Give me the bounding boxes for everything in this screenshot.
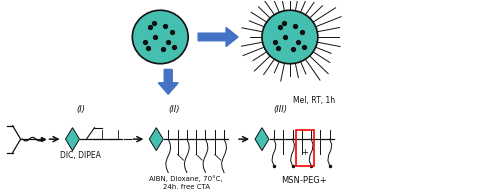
Polygon shape <box>66 128 80 151</box>
Ellipse shape <box>132 10 188 64</box>
FancyArrow shape <box>198 27 238 46</box>
Polygon shape <box>150 128 163 151</box>
FancyArrow shape <box>158 69 178 94</box>
Text: (II): (II) <box>168 105 180 114</box>
Bar <box>296 130 314 166</box>
Text: AIBN, Dioxane, 70°C,
24h, free CTA: AIBN, Dioxane, 70°C, 24h, free CTA <box>150 176 223 189</box>
Text: (I): (I) <box>76 105 85 114</box>
Text: (III): (III) <box>273 105 287 114</box>
Text: MSN-PEG+: MSN-PEG+ <box>281 176 326 185</box>
Text: +: + <box>302 148 308 157</box>
Text: MeI, RT, 1h: MeI, RT, 1h <box>293 96 335 105</box>
Polygon shape <box>255 128 269 151</box>
Ellipse shape <box>262 10 318 64</box>
Text: DIC, DIPEA: DIC, DIPEA <box>60 151 101 160</box>
